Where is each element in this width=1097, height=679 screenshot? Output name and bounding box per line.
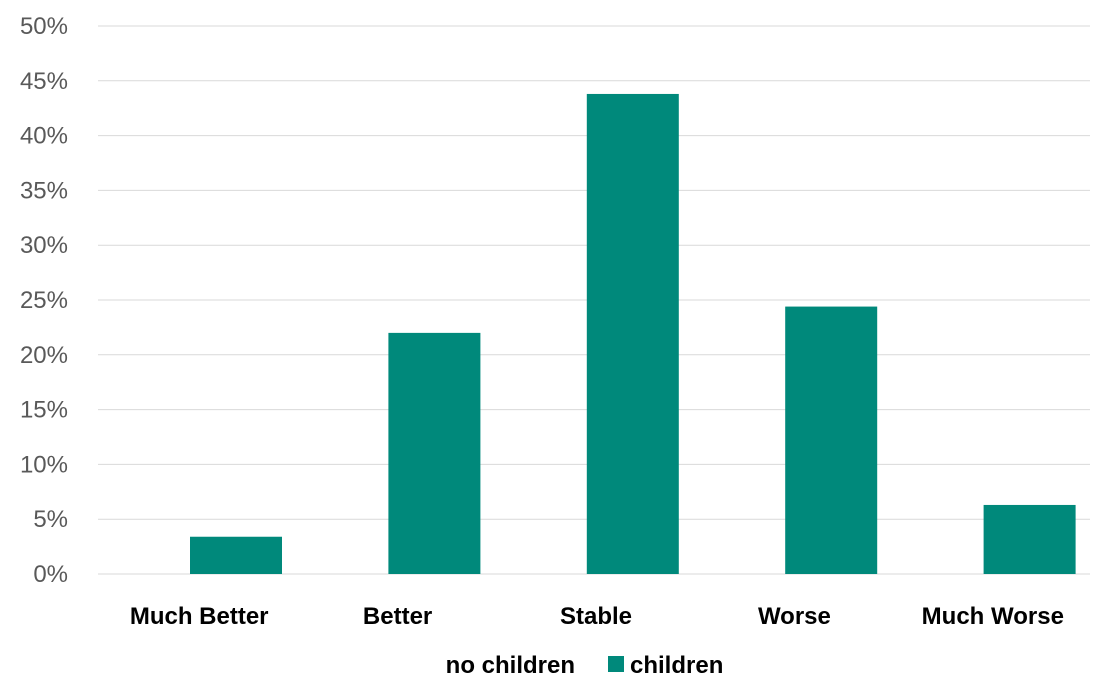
x-category-label: Stable bbox=[560, 603, 632, 630]
x-category-label: Worse bbox=[758, 603, 831, 630]
legend: no children children bbox=[446, 652, 724, 679]
bar-children bbox=[190, 536, 282, 574]
y-tick-label: 25% bbox=[20, 287, 68, 314]
legend-label-no-children: no children bbox=[446, 652, 575, 679]
y-tick-label: 20% bbox=[20, 342, 68, 369]
y-axis-ticks: 0% 5% 10% 15% 20% 25% 30% 35% 40% 45% 50% bbox=[20, 13, 68, 588]
legend-label-children: children bbox=[630, 652, 723, 679]
y-tick-label: 45% bbox=[20, 68, 68, 95]
y-tick-label: 15% bbox=[20, 397, 68, 424]
bar-children bbox=[586, 93, 679, 575]
y-tick-label: 5% bbox=[33, 506, 68, 533]
x-axis-categories: Much Better Better Stable Worse Much Worse bbox=[130, 603, 1064, 630]
bar-children bbox=[785, 306, 878, 574]
legend-swatch-children bbox=[608, 656, 624, 672]
y-tick-label: 0% bbox=[33, 561, 68, 588]
y-tick-label: 40% bbox=[20, 123, 68, 150]
bars bbox=[190, 93, 1076, 575]
x-category-label: Better bbox=[363, 603, 432, 630]
bar-children bbox=[983, 504, 1076, 574]
y-tick-label: 50% bbox=[20, 13, 68, 40]
y-tick-label: 30% bbox=[20, 232, 68, 259]
x-category-label: Much Worse bbox=[922, 603, 1064, 630]
x-category-label: Much Better bbox=[130, 603, 269, 630]
bar-children bbox=[388, 332, 481, 574]
y-tick-label: 35% bbox=[20, 177, 68, 204]
y-tick-label: 10% bbox=[20, 451, 68, 478]
